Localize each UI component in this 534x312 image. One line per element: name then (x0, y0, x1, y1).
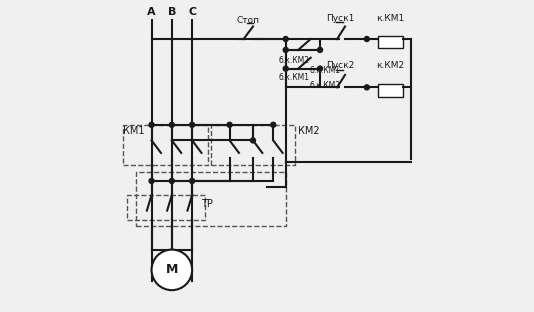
Circle shape (271, 122, 276, 127)
Circle shape (149, 178, 154, 183)
Bar (123, 125, 208, 165)
Text: КМ2: КМ2 (298, 126, 320, 136)
Circle shape (283, 47, 288, 52)
Text: Пуск1: Пуск1 (326, 14, 355, 23)
Text: A: A (147, 7, 156, 17)
Text: КМ1: КМ1 (123, 126, 145, 136)
Circle shape (283, 66, 288, 71)
Bar (378, 84, 403, 97)
Circle shape (169, 122, 174, 127)
Circle shape (364, 37, 370, 41)
Circle shape (227, 122, 232, 127)
Circle shape (318, 66, 323, 71)
Text: C: C (188, 7, 196, 17)
Text: к.КМ1: к.КМ1 (376, 14, 404, 23)
Circle shape (364, 85, 370, 90)
Circle shape (149, 122, 154, 127)
Circle shape (250, 138, 255, 143)
Text: б.к.КМ1: б.к.КМ1 (309, 66, 340, 75)
Text: Стоп: Стоп (237, 16, 260, 25)
Text: B: B (168, 7, 176, 17)
Bar (127, 195, 205, 220)
Text: Пуск2: Пуск2 (326, 61, 355, 70)
Text: М: М (166, 263, 178, 276)
Circle shape (190, 178, 194, 183)
Bar (378, 36, 403, 48)
Circle shape (190, 122, 194, 127)
Circle shape (152, 250, 192, 290)
Text: б.к.КМ1: б.к.КМ1 (278, 73, 309, 82)
Text: к.КМ2: к.КМ2 (376, 61, 404, 70)
Text: ТР: ТР (201, 199, 214, 209)
Text: б.к.КМ2: б.к.КМ2 (278, 56, 309, 65)
Circle shape (318, 47, 323, 52)
Circle shape (169, 178, 174, 183)
Bar (211, 125, 295, 165)
Text: б.к.КМ2: б.к.КМ2 (309, 81, 340, 90)
Circle shape (283, 37, 288, 41)
